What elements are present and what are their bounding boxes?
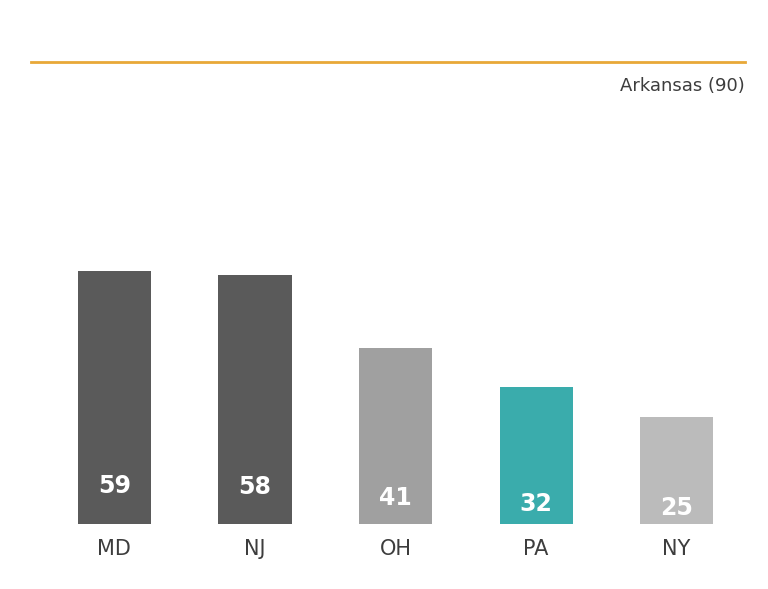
- Text: NY: NY: [663, 540, 691, 559]
- Text: 41: 41: [379, 486, 412, 510]
- Text: 25: 25: [660, 496, 693, 520]
- Text: NJ: NJ: [244, 540, 266, 559]
- Text: OH: OH: [379, 540, 412, 559]
- Bar: [359, 348, 432, 524]
- Bar: [640, 417, 713, 524]
- Text: 32: 32: [520, 492, 552, 515]
- Text: Arkansas (90): Arkansas (90): [621, 77, 745, 95]
- Bar: [499, 387, 573, 524]
- Text: 58: 58: [238, 475, 271, 499]
- Bar: [218, 275, 292, 524]
- Bar: [78, 271, 151, 524]
- Text: PA: PA: [524, 540, 549, 559]
- Text: MD: MD: [98, 540, 131, 559]
- Text: 59: 59: [98, 474, 131, 498]
